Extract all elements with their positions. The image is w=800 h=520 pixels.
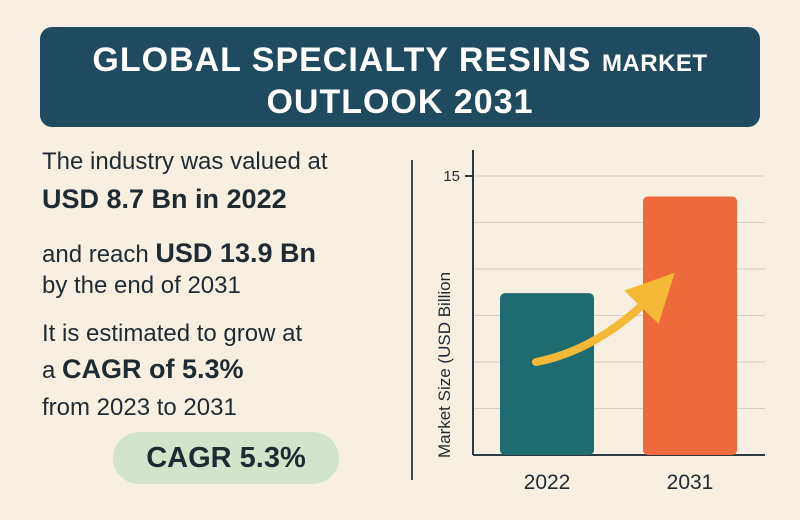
- bar-chart: 15 2022 2031 Market Size (USD Billion: [435, 150, 765, 494]
- x-label-2031: 2031: [667, 471, 714, 494]
- bars: [500, 196, 737, 455]
- title-banner: GLOBAL SPECIALTY RESINS MARKET OUTLOOK 2…: [40, 27, 760, 127]
- y-tick-label: 15: [443, 168, 460, 185]
- x-labels: 2022 2031: [524, 471, 714, 494]
- title-main: GLOBAL SPECIALTY RESINS: [92, 41, 592, 79]
- growth-arrow: [532, 272, 675, 366]
- summary-line-3-pre: and reach: [42, 241, 156, 268]
- divider: [411, 160, 413, 480]
- summary-line-6-bold: CAGR of 5.3%: [62, 354, 244, 384]
- bar-2022: [500, 293, 594, 455]
- summary-line-6-pre: a: [42, 357, 63, 384]
- y-axis-label: Market Size (USD Billion: [435, 272, 454, 458]
- title-small: MARKET: [601, 50, 708, 77]
- y-ticks: 15: [443, 168, 473, 185]
- bar-2031: [643, 196, 737, 455]
- summary-line-3-bold: USD 13.9 Bn: [155, 238, 316, 268]
- x-label-2022: 2022: [524, 471, 571, 494]
- summary-line-4: by the end of 2031: [42, 272, 241, 299]
- cagr-badge: CAGR 5.3%: [113, 432, 339, 484]
- summary-line-2: USD 8.7 Bn in 2022: [42, 184, 287, 214]
- summary-line-7: from 2023 to 2031: [42, 394, 237, 421]
- summary-line-1: The industry was valued at: [42, 148, 328, 175]
- title-line-1: GLOBAL SPECIALTY RESINS MARKET: [40, 41, 760, 80]
- summary-line-3: and reach USD 13.9 Bn: [42, 238, 316, 269]
- summary-line-5: It is estimated to grow at: [42, 320, 303, 347]
- title-line-2: OUTLOOK 2031: [266, 83, 534, 121]
- summary-line-6: a CAGR of 5.3%: [42, 354, 244, 385]
